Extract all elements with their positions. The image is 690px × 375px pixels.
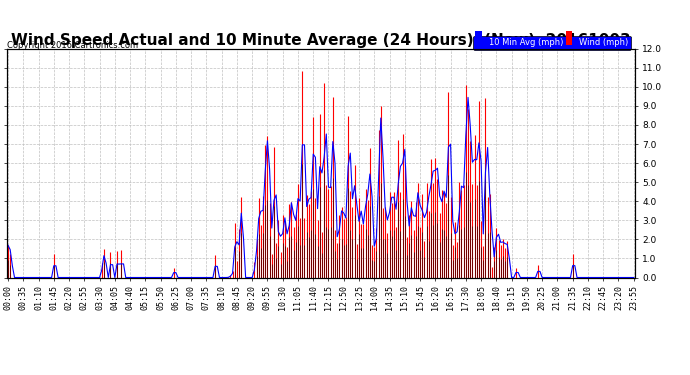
Text: Copyright 2016 Cartronics.com: Copyright 2016 Cartronics.com [7, 41, 138, 50]
Legend: 10 Min Avg (mph), Wind (mph): 10 Min Avg (mph), Wind (mph) [473, 36, 631, 50]
Title: Wind Speed Actual and 10 Minute Average (24 Hours)  (New)  20161003: Wind Speed Actual and 10 Minute Average … [11, 33, 631, 48]
